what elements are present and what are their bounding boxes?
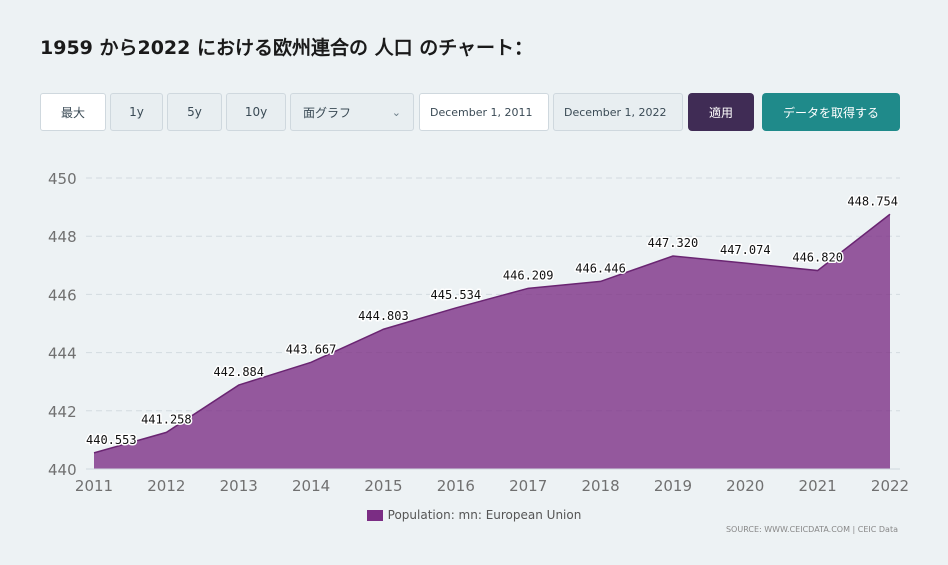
x-tick-label: 2012	[147, 477, 185, 495]
x-tick-label: 2015	[364, 477, 402, 495]
area-fill	[94, 214, 890, 469]
data-label: 442.884	[213, 365, 264, 379]
data-label: 446.209	[503, 268, 554, 282]
chart-type-select[interactable]: 面グラフ ⌄	[290, 93, 414, 131]
data-label: 446.820	[792, 251, 843, 265]
start-date-input[interactable]: December 1, 2011	[419, 93, 549, 131]
legend-label: Population: mn: European Union	[387, 508, 582, 522]
x-tick-label: 2022	[871, 477, 909, 495]
data-label: 441.258	[141, 412, 192, 426]
data-label: 448.754	[847, 194, 898, 208]
range-10y-button[interactable]: 10y	[226, 93, 286, 131]
y-tick-label: 446	[48, 286, 77, 304]
data-label: 440.553	[86, 433, 137, 447]
x-tick-label: 2016	[437, 477, 475, 495]
y-tick-label: 440	[48, 461, 77, 479]
chart-type-value: 面グラフ	[303, 105, 352, 120]
data-label: 443.667	[286, 342, 337, 356]
range-5y-button[interactable]: 5y	[167, 93, 222, 131]
x-tick-label: 2018	[581, 477, 619, 495]
data-label: 445.534	[431, 288, 482, 302]
x-tick-label: 2011	[75, 477, 113, 495]
y-tick-label: 444	[48, 345, 77, 363]
end-date-input[interactable]: December 1, 2022	[553, 93, 683, 131]
y-tick-label: 442	[48, 403, 77, 421]
data-label: 444.803	[358, 309, 409, 323]
x-tick-label: 2013	[220, 477, 258, 495]
range-max-button[interactable]: 最大	[40, 93, 106, 131]
x-tick-label: 2021	[799, 477, 837, 495]
x-tick-label: 2017	[509, 477, 547, 495]
area-line	[93, 213, 891, 454]
range-1y-button[interactable]: 1y	[110, 93, 163, 131]
x-tick-label: 2019	[654, 477, 692, 495]
data-label: 446.446	[575, 261, 626, 275]
chart-legend[interactable]: Population: mn: European Union	[0, 508, 948, 522]
chevron-down-icon: ⌄	[391, 105, 401, 119]
x-tick-label: 2020	[726, 477, 764, 495]
get-data-button[interactable]: データを取得する	[762, 93, 900, 131]
source-credit: SOURCE: WWW.CEICDATA.COM | CEIC Data	[725, 525, 898, 534]
y-tick-label: 448	[48, 228, 77, 246]
data-label: 447.074	[720, 243, 771, 257]
page-title: 1959 から2022 における欧州連合の 人口 のチャート：	[40, 37, 534, 59]
data-label: 447.320	[648, 236, 699, 250]
apply-button[interactable]: 適用	[688, 93, 754, 131]
y-tick-label: 450	[48, 170, 77, 188]
legend-swatch	[366, 509, 383, 521]
x-tick-label: 2014	[292, 477, 330, 495]
